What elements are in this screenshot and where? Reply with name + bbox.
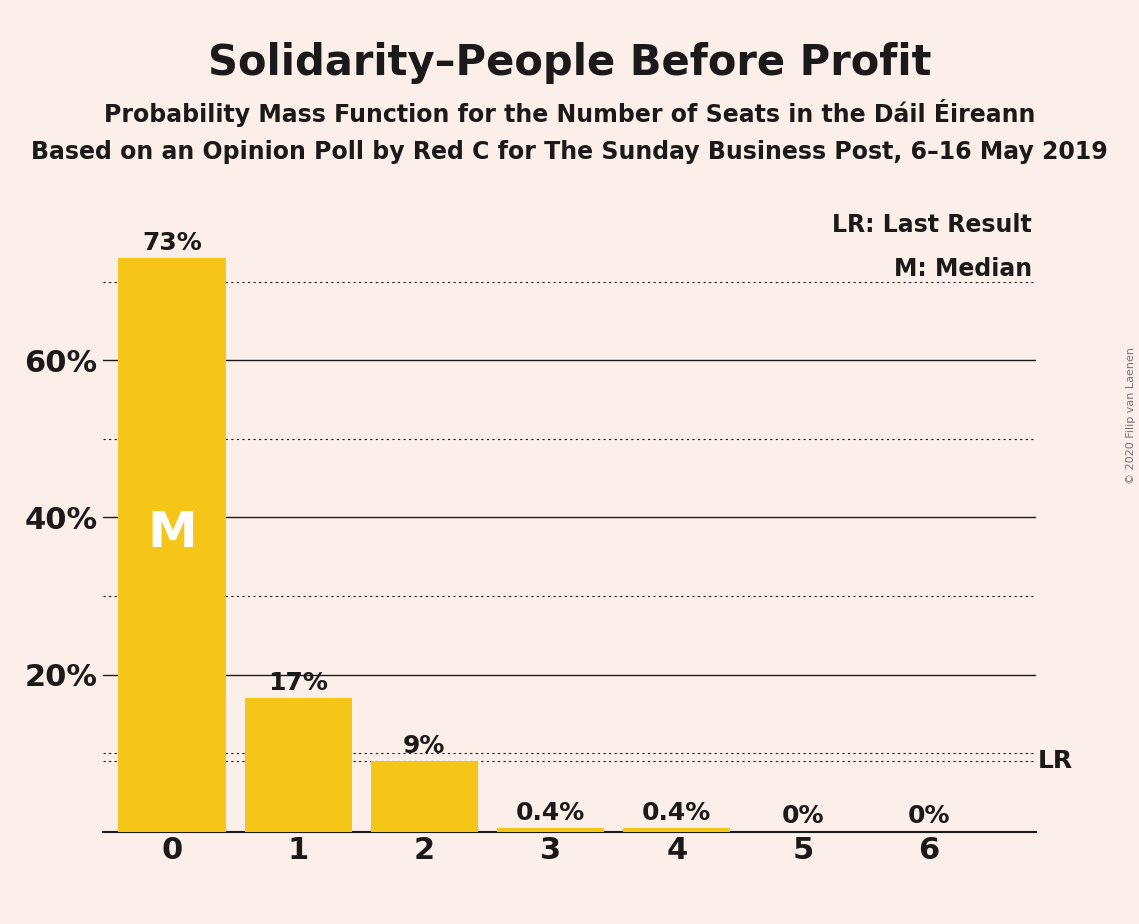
Text: 17%: 17% (268, 671, 328, 695)
Text: Solidarity–People Before Profit: Solidarity–People Before Profit (207, 42, 932, 83)
Text: 9%: 9% (403, 734, 445, 758)
Bar (245, 699, 352, 832)
Text: 0.4%: 0.4% (516, 801, 585, 825)
Text: M: Median: M: Median (894, 257, 1032, 281)
Text: LR: Last Result: LR: Last Result (833, 213, 1032, 237)
Text: 73%: 73% (142, 231, 202, 255)
Text: M: M (147, 509, 197, 557)
Bar (370, 761, 478, 832)
Text: LR: LR (1038, 749, 1073, 772)
Bar (497, 829, 604, 832)
Text: 0%: 0% (908, 805, 950, 829)
Text: 0%: 0% (781, 805, 825, 829)
Bar (623, 829, 730, 832)
Bar (118, 258, 226, 832)
Text: © 2020 Filip van Laenen: © 2020 Filip van Laenen (1126, 347, 1136, 484)
Text: Probability Mass Function for the Number of Seats in the Dáil Éireann: Probability Mass Function for the Number… (104, 99, 1035, 127)
Text: 0.4%: 0.4% (642, 801, 712, 825)
Text: Based on an Opinion Poll by Red C for The Sunday Business Post, 6–16 May 2019: Based on an Opinion Poll by Red C for Th… (31, 140, 1108, 164)
